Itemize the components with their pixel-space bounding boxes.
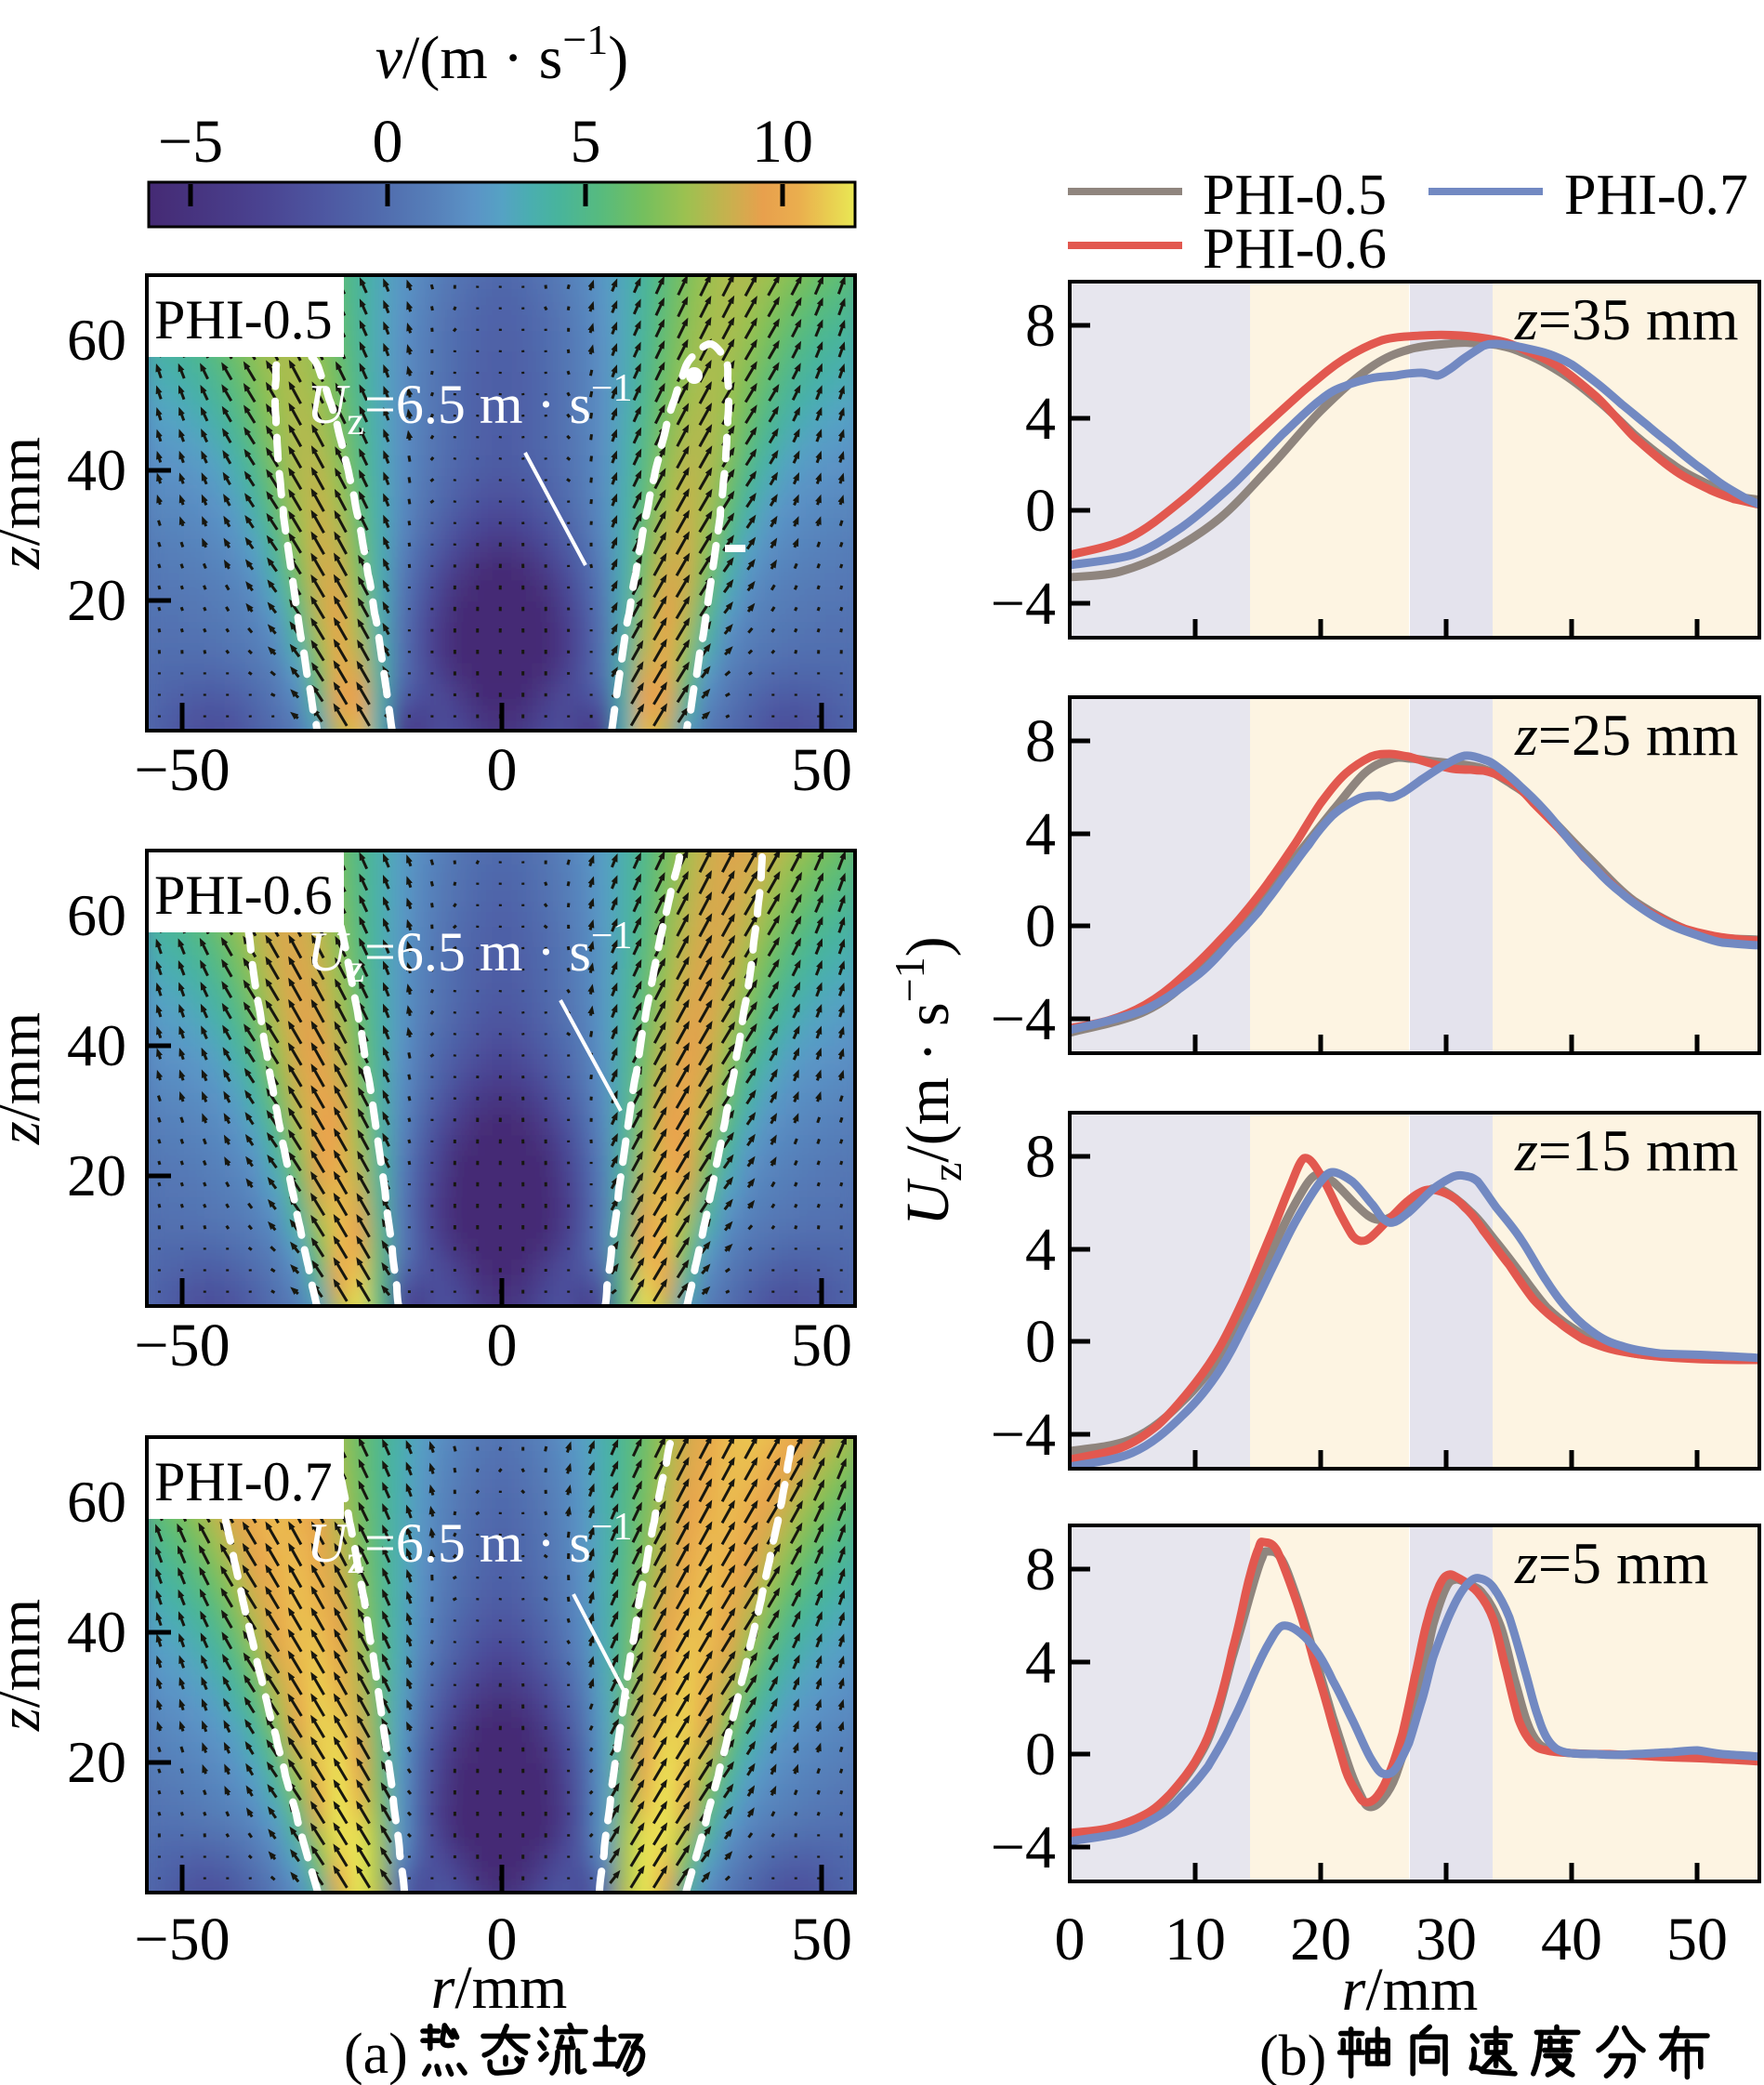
svg-text:20: 20 <box>67 1729 126 1795</box>
svg-text:(a): (a) <box>344 2023 408 2085</box>
svg-text:20: 20 <box>67 567 126 633</box>
svg-text:40: 40 <box>67 1012 126 1078</box>
svg-text:8: 8 <box>1025 1536 1056 1603</box>
svg-text:50: 50 <box>1666 1906 1728 1973</box>
svg-text:PHI-0.7: PHI-0.7 <box>154 1451 333 1512</box>
svg-text:20: 20 <box>67 1142 126 1208</box>
svg-text:10: 10 <box>1165 1906 1226 1973</box>
svg-text:0: 0 <box>487 1312 518 1379</box>
svg-text:50: 50 <box>791 1312 852 1379</box>
svg-text:0: 0 <box>1025 892 1056 960</box>
svg-text:z=25 mm: z=25 mm <box>1514 702 1739 768</box>
svg-text:60: 60 <box>67 1469 126 1535</box>
svg-text:8: 8 <box>1025 1123 1056 1191</box>
svg-text:4: 4 <box>1025 1216 1056 1284</box>
svg-text:−4: −4 <box>991 985 1056 1053</box>
svg-text:0: 0 <box>1025 1721 1056 1788</box>
svg-text:z/mm: z/mm <box>0 1012 52 1145</box>
svg-text:0: 0 <box>373 108 403 176</box>
svg-text:PHI-0.6: PHI-0.6 <box>154 864 333 926</box>
svg-text:−4: −4 <box>991 1401 1056 1469</box>
svg-text:0: 0 <box>1025 1308 1056 1376</box>
svg-text:r/mm: r/mm <box>431 1954 568 2022</box>
svg-text:0: 0 <box>487 736 518 804</box>
svg-text:−50: −50 <box>134 1312 230 1379</box>
svg-text:−5: −5 <box>158 108 223 176</box>
svg-text:40: 40 <box>1541 1906 1602 1973</box>
svg-text:10: 10 <box>752 108 813 176</box>
svg-text:60: 60 <box>67 307 126 373</box>
svg-text:(b): (b) <box>1259 2025 1326 2085</box>
svg-text:−4: −4 <box>991 570 1056 638</box>
svg-text:z/mm: z/mm <box>0 1599 52 1732</box>
svg-text:8: 8 <box>1025 292 1056 360</box>
svg-text:4: 4 <box>1025 800 1056 868</box>
svg-text:PHI-0.6: PHI-0.6 <box>1203 218 1387 281</box>
svg-text:40: 40 <box>67 1599 126 1665</box>
svg-text:−50: −50 <box>134 1906 230 1973</box>
svg-text:50: 50 <box>791 736 852 804</box>
svg-text:4: 4 <box>1025 1629 1056 1696</box>
svg-text:PHI-0.7: PHI-0.7 <box>1564 164 1748 227</box>
svg-text:4: 4 <box>1025 385 1056 453</box>
svg-text:−4: −4 <box>991 1814 1056 1881</box>
svg-text:0: 0 <box>1055 1906 1086 1973</box>
svg-text:50: 50 <box>791 1906 852 1973</box>
svg-text:r/mm: r/mm <box>1342 1956 1479 2024</box>
svg-text:z=15 mm: z=15 mm <box>1514 1117 1739 1183</box>
svg-text:z/mm: z/mm <box>0 437 52 570</box>
svg-text:PHI-0.5: PHI-0.5 <box>154 289 333 350</box>
svg-text:0: 0 <box>1025 477 1056 545</box>
svg-text:40: 40 <box>67 437 126 503</box>
svg-text:5: 5 <box>571 108 601 176</box>
svg-text:−50: −50 <box>134 736 230 804</box>
svg-text:z=5 mm: z=5 mm <box>1514 1530 1709 1596</box>
svg-text:z=35 mm: z=35 mm <box>1514 286 1739 352</box>
svg-text:8: 8 <box>1025 707 1056 775</box>
svg-text:60: 60 <box>67 882 126 948</box>
